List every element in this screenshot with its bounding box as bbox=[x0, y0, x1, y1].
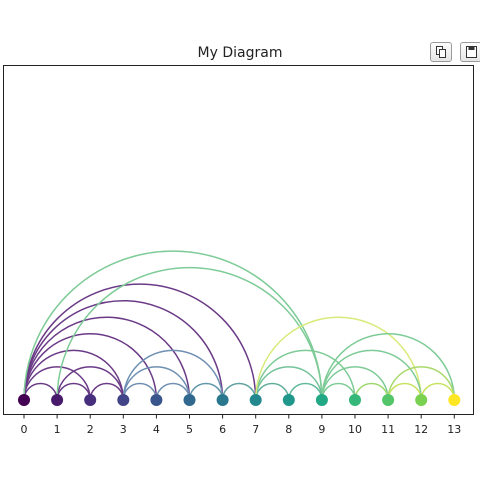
arc-8-9 bbox=[288, 382, 323, 401]
node-3 bbox=[117, 394, 130, 406]
node-6 bbox=[216, 394, 229, 406]
node-10 bbox=[349, 394, 361, 406]
x-tick-label-10: 10 bbox=[348, 423, 362, 436]
arc-5-6 bbox=[188, 382, 224, 401]
arc-11-13 bbox=[387, 366, 456, 401]
page-title: My Diagram bbox=[197, 45, 283, 61]
x-tick-label-12: 12 bbox=[414, 423, 428, 436]
arc-3-5 bbox=[122, 366, 191, 401]
arc-0-5 bbox=[23, 316, 191, 401]
arc-0-7 bbox=[23, 283, 257, 401]
arc-9-12 bbox=[321, 349, 422, 401]
node-7 bbox=[249, 394, 262, 406]
arc-9-13 bbox=[321, 333, 456, 401]
arc-6-7 bbox=[221, 382, 257, 401]
x-tick-label-7: 7 bbox=[252, 423, 259, 436]
arc-10-11 bbox=[354, 382, 389, 401]
arc-0-9 bbox=[23, 250, 323, 401]
x-tick-label-8: 8 bbox=[285, 423, 292, 436]
x-tick-label-1: 1 bbox=[54, 423, 61, 436]
x-tick-label-2: 2 bbox=[87, 423, 94, 436]
arc-2-3 bbox=[89, 382, 125, 401]
node-0 bbox=[18, 394, 30, 406]
arc-0-3 bbox=[23, 349, 125, 401]
arc-7-9 bbox=[254, 366, 323, 401]
node-5 bbox=[183, 394, 196, 406]
arc-9-11 bbox=[321, 366, 389, 401]
save-button[interactable] bbox=[460, 42, 480, 62]
node-9 bbox=[315, 394, 328, 406]
arc-7-10 bbox=[254, 349, 356, 401]
x-tick-label-13: 13 bbox=[447, 423, 461, 436]
node-13 bbox=[448, 394, 461, 406]
x-tick-label-5: 5 bbox=[186, 423, 193, 436]
x-tick-label-4: 4 bbox=[153, 423, 160, 436]
arc-12-13 bbox=[420, 382, 456, 401]
arc-0-2 bbox=[23, 366, 91, 401]
arc-1-3 bbox=[56, 366, 125, 401]
arc-0-6 bbox=[23, 299, 224, 401]
node-8 bbox=[282, 394, 295, 406]
arc-3-6 bbox=[122, 349, 224, 401]
arc-0-4 bbox=[23, 333, 158, 401]
node-4 bbox=[150, 394, 163, 406]
x-tick-label-6: 6 bbox=[219, 423, 226, 436]
floppy-disk-icon bbox=[466, 46, 477, 58]
node-11 bbox=[382, 394, 395, 406]
x-axis: 0 1 2 3 4 5 6 7 8 9 10 11 12 13 bbox=[21, 414, 461, 436]
nodes-layer bbox=[18, 394, 461, 406]
x-tick-label-0: 0 bbox=[21, 423, 28, 436]
arcs-layer bbox=[23, 250, 456, 401]
arc-7-12 bbox=[254, 316, 422, 401]
x-tick-label-9: 9 bbox=[318, 423, 325, 436]
node-2 bbox=[84, 394, 97, 406]
copy-button[interactable] bbox=[430, 42, 452, 62]
x-tick-label-3: 3 bbox=[120, 423, 127, 436]
node-12 bbox=[415, 394, 428, 406]
arc-1-9 bbox=[56, 266, 323, 401]
copy-icon bbox=[436, 46, 446, 58]
x-tick-label-11: 11 bbox=[381, 423, 395, 436]
node-1 bbox=[51, 394, 64, 406]
arc-4-5 bbox=[155, 382, 191, 401]
